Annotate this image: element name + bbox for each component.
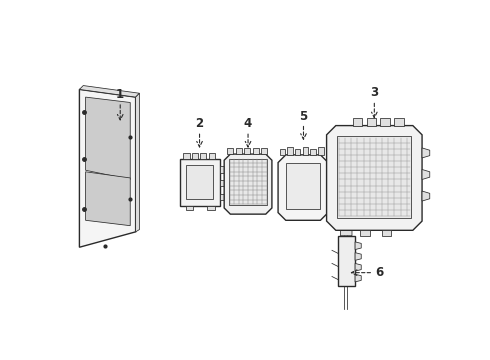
Polygon shape (207, 206, 215, 210)
Polygon shape (286, 163, 320, 209)
Polygon shape (338, 236, 355, 286)
Text: 4: 4 (244, 117, 252, 130)
Polygon shape (394, 118, 404, 126)
Polygon shape (220, 180, 224, 186)
Polygon shape (303, 147, 308, 155)
Polygon shape (382, 230, 392, 237)
Polygon shape (327, 126, 422, 230)
Polygon shape (186, 165, 214, 199)
Polygon shape (353, 118, 362, 126)
Polygon shape (355, 253, 361, 260)
Polygon shape (220, 166, 224, 172)
Polygon shape (278, 155, 328, 220)
Polygon shape (186, 206, 194, 210)
Polygon shape (236, 148, 242, 154)
Polygon shape (422, 170, 430, 180)
Polygon shape (381, 118, 390, 126)
Polygon shape (183, 153, 190, 159)
Polygon shape (229, 159, 268, 205)
Polygon shape (422, 148, 430, 158)
Polygon shape (328, 205, 334, 214)
Text: 5: 5 (299, 109, 308, 122)
Polygon shape (355, 274, 361, 282)
Polygon shape (311, 149, 316, 155)
Polygon shape (261, 148, 268, 154)
Polygon shape (422, 191, 430, 201)
Polygon shape (341, 218, 352, 236)
Polygon shape (86, 97, 130, 180)
Text: 2: 2 (196, 117, 204, 130)
Text: 6: 6 (375, 266, 383, 279)
Polygon shape (220, 194, 224, 200)
Polygon shape (328, 177, 334, 186)
Polygon shape (355, 242, 361, 249)
Polygon shape (355, 264, 361, 271)
Polygon shape (367, 118, 376, 126)
Polygon shape (295, 149, 300, 155)
Polygon shape (253, 148, 259, 154)
Polygon shape (287, 147, 293, 155)
Polygon shape (136, 93, 140, 232)
Polygon shape (328, 191, 334, 200)
Polygon shape (361, 230, 370, 237)
Text: 1: 1 (116, 88, 124, 101)
Polygon shape (79, 89, 136, 247)
Polygon shape (79, 86, 140, 97)
Polygon shape (209, 153, 215, 159)
Polygon shape (244, 148, 250, 154)
Polygon shape (328, 163, 334, 172)
Polygon shape (337, 136, 411, 218)
Text: 3: 3 (370, 86, 378, 99)
Polygon shape (86, 172, 130, 226)
Polygon shape (224, 154, 272, 214)
Polygon shape (200, 153, 206, 159)
Polygon shape (179, 159, 220, 206)
Polygon shape (318, 147, 323, 155)
Polygon shape (192, 153, 198, 159)
Polygon shape (280, 149, 285, 155)
Polygon shape (227, 148, 233, 154)
